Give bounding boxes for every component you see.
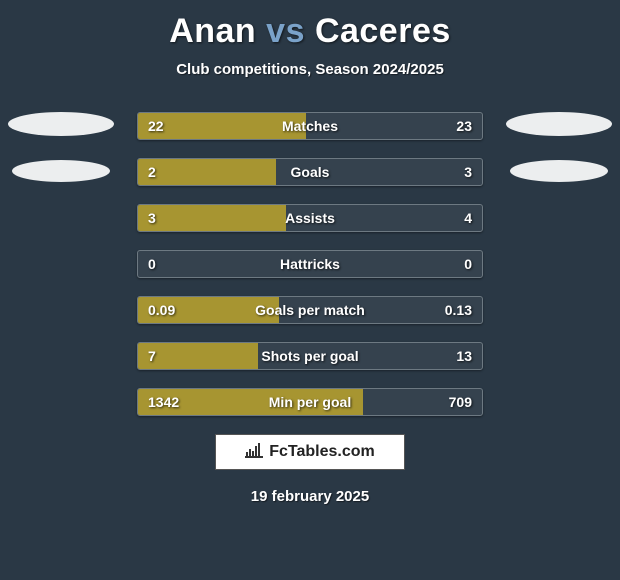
stat-label: Matches	[138, 113, 482, 139]
stat-label: Min per goal	[138, 389, 482, 415]
stat-value-right: 23	[456, 113, 472, 139]
stat-value-right: 0	[464, 251, 472, 277]
stat-value-right: 4	[464, 205, 472, 231]
player2-badge-placeholder-1	[506, 112, 612, 136]
stat-row-shots-per-goal: 7 Shots per goal 13	[137, 342, 483, 370]
stat-value-right: 0.13	[445, 297, 472, 323]
subtitle: Club competitions, Season 2024/2025	[0, 61, 620, 78]
vs-text: vs	[266, 12, 305, 50]
branding-text: FcTables.com	[269, 443, 375, 461]
stat-row-matches: 22 Matches 23	[137, 112, 483, 140]
stat-label: Hattricks	[138, 251, 482, 277]
date-text: 19 february 2025	[0, 488, 620, 505]
chart-area: 22 Matches 23 2 Goals 3 3 Assists 4 0 Ha…	[0, 112, 620, 416]
player2-name: Caceres	[315, 12, 451, 50]
player2-badge-placeholder-2	[510, 160, 608, 182]
stat-label: Shots per goal	[138, 343, 482, 369]
chart-icon	[245, 442, 263, 463]
stat-row-goals-per-match: 0.09 Goals per match 0.13	[137, 296, 483, 324]
stat-value-right: 709	[449, 389, 472, 415]
stat-value-right: 3	[464, 159, 472, 185]
player1-badge-placeholder-2	[12, 160, 110, 182]
branding-badge: FcTables.com	[215, 434, 405, 470]
stat-row-hattricks: 0 Hattricks 0	[137, 250, 483, 278]
player1-badge-placeholder-1	[8, 112, 114, 136]
stat-value-right: 13	[456, 343, 472, 369]
stat-row-goals: 2 Goals 3	[137, 158, 483, 186]
comparison-title: Anan vs Caceres	[0, 0, 620, 51]
stat-label: Goals	[138, 159, 482, 185]
stat-bars: 22 Matches 23 2 Goals 3 3 Assists 4 0 Ha…	[137, 112, 483, 416]
stat-label: Assists	[138, 205, 482, 231]
stat-label: Goals per match	[138, 297, 482, 323]
stat-row-min-per-goal: 1342 Min per goal 709	[137, 388, 483, 416]
player1-name: Anan	[169, 12, 256, 50]
stat-row-assists: 3 Assists 4	[137, 204, 483, 232]
